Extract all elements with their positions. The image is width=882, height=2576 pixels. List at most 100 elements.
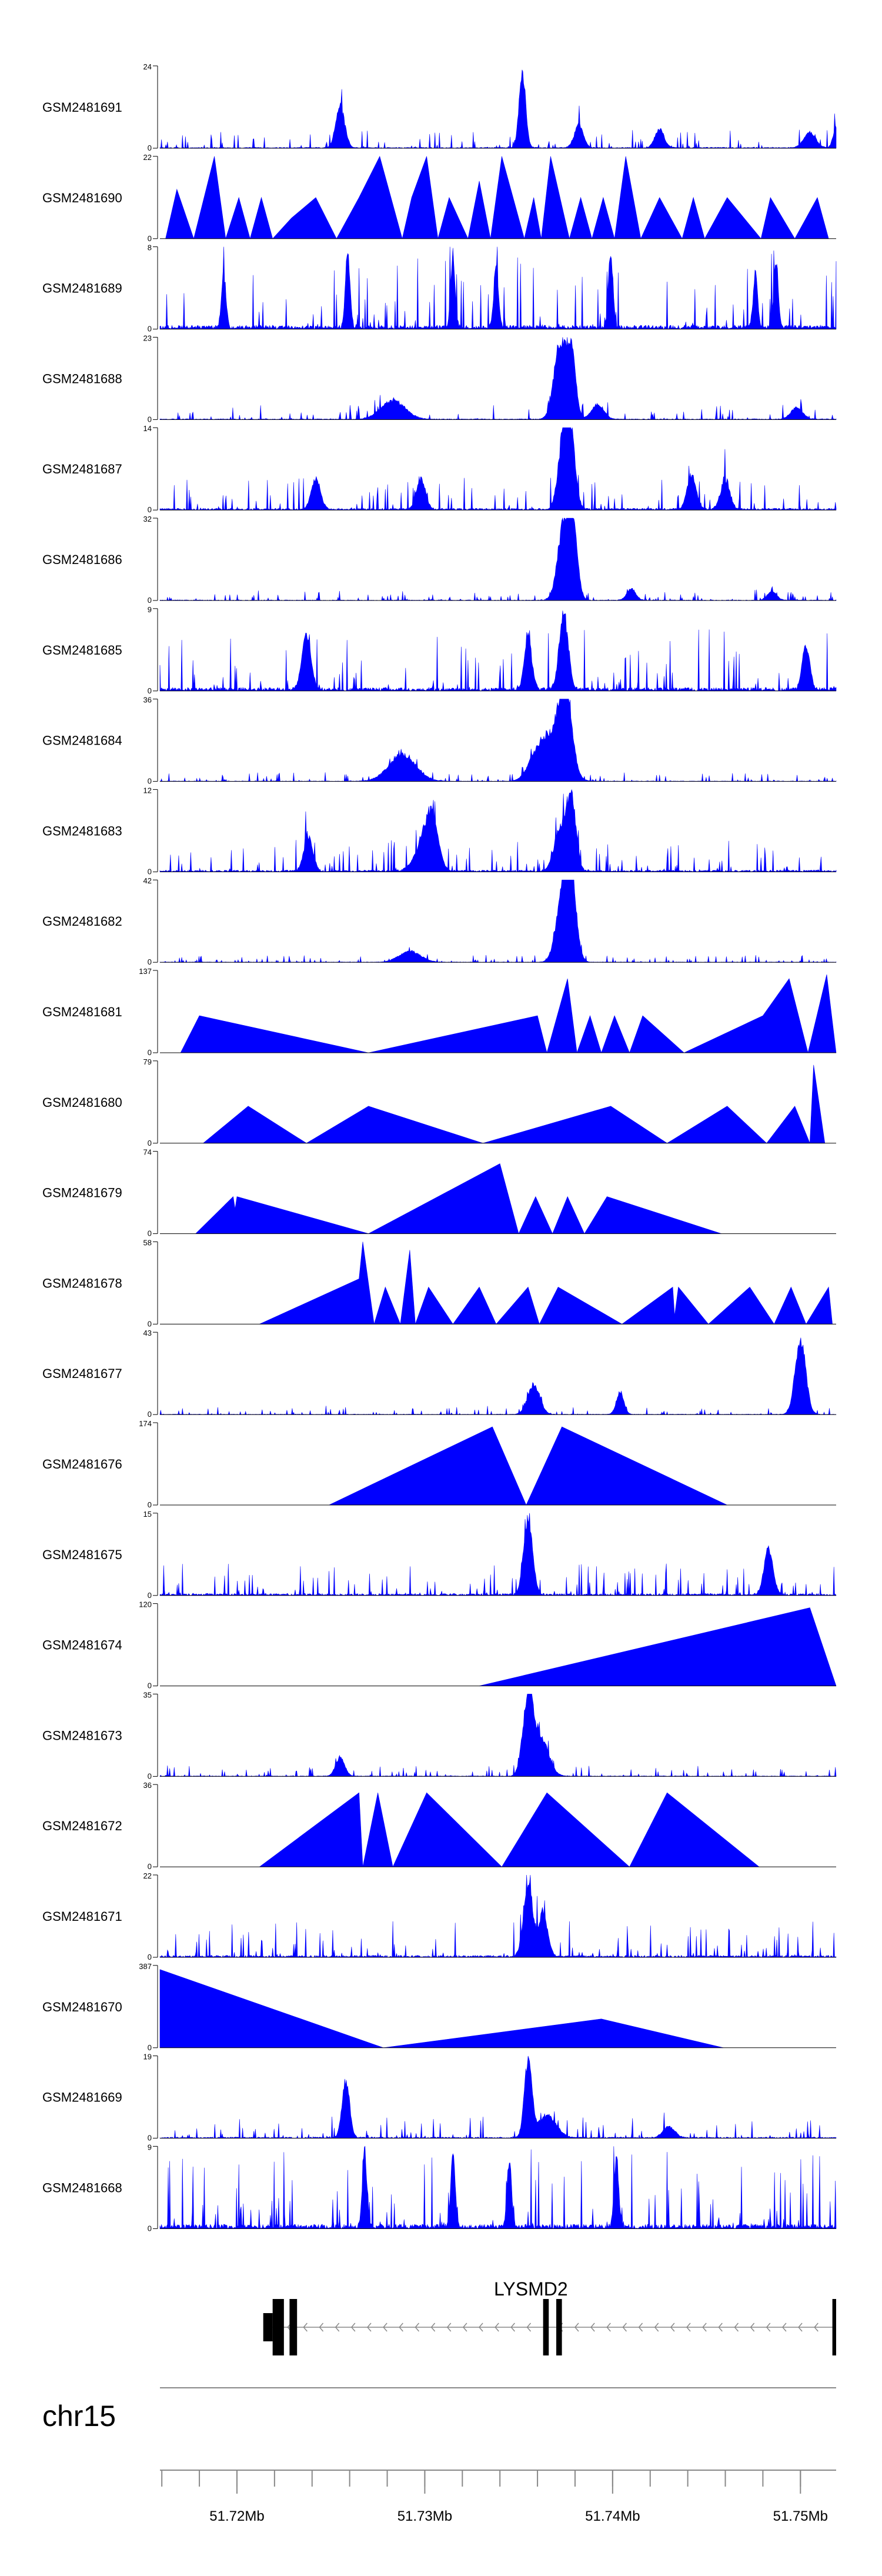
y-axis-max-label: 79 <box>143 1057 152 1066</box>
track-gsm2481668: GSM2481668 9 0 <box>42 2143 837 2233</box>
y-axis-max-label: 137 <box>139 967 152 976</box>
strand-arrow <box>526 2323 532 2332</box>
track-label: GSM2481668 <box>42 2180 122 2195</box>
track-label: GSM2481679 <box>42 1186 122 1200</box>
y-axis-max-label: 9 <box>148 2143 152 2151</box>
y-axis-max-label: 14 <box>143 424 152 433</box>
y-axis-zero-label: 0 <box>148 1771 152 1780</box>
strand-arrow <box>462 2323 467 2332</box>
y-axis-max-label: 23 <box>143 333 152 342</box>
y-axis-max-label: 8 <box>148 243 152 252</box>
strand-arrow <box>638 2323 643 2332</box>
track-label: GSM2481671 <box>42 1909 122 1924</box>
track-gsm2481684: GSM2481684 36 0 <box>42 696 837 786</box>
track-label: GSM2481681 <box>42 1005 122 1019</box>
strand-arrow <box>574 2323 579 2332</box>
track-label: GSM2481690 <box>42 191 122 205</box>
track-label: GSM2481685 <box>42 643 122 658</box>
y-axis-zero-label: 0 <box>148 1229 152 1238</box>
strand-arrow <box>446 2323 452 2332</box>
track-gsm2481680: GSM2481680 79 0 <box>42 1057 836 1147</box>
track-label: GSM2481688 <box>42 371 122 386</box>
track-gsm2481683: GSM2481683 12 0 <box>42 786 837 876</box>
strand-arrow <box>479 2323 483 2332</box>
track-gsm2481688: GSM2481688 23 0 <box>42 333 837 423</box>
track-label: GSM2481678 <box>42 1276 122 1290</box>
coverage-area <box>159 337 837 420</box>
axis-tick-label: 51.73Mb <box>397 2508 452 2524</box>
y-axis-max-label: 36 <box>143 1781 152 1790</box>
coverage-area <box>165 155 829 239</box>
y-axis-max-label: 22 <box>143 153 152 162</box>
strand-arrow <box>510 2323 515 2332</box>
y-axis-zero-label: 0 <box>148 957 152 966</box>
strand-arrow <box>350 2323 356 2332</box>
y-axis-zero-label: 0 <box>148 1500 152 1509</box>
y-axis-max-label: 12 <box>143 786 152 795</box>
y-axis-zero-label: 0 <box>148 867 152 876</box>
track-gsm2481669: GSM2481669 19 0 <box>42 2053 837 2143</box>
y-axis-max-label: 58 <box>143 1238 152 1247</box>
strand-arrow <box>606 2323 611 2332</box>
track-gsm2481679: GSM2481679 74 0 <box>42 1148 836 1238</box>
exon-block <box>272 2299 284 2355</box>
y-axis-zero-label: 0 <box>148 2134 152 2143</box>
y-axis-zero-label: 0 <box>148 234 152 243</box>
exon-block <box>832 2299 836 2355</box>
utr-block <box>263 2313 273 2341</box>
gene-label: LYSMD2 <box>494 2278 568 2300</box>
coverage-area <box>259 1792 760 1868</box>
track-gsm2481672: GSM2481672 36 0 <box>42 1781 836 1871</box>
strand-arrow <box>415 2323 420 2332</box>
strand-arrow <box>766 2323 771 2332</box>
strand-arrow <box>495 2323 499 2332</box>
y-axis-zero-label: 0 <box>148 1591 152 1600</box>
y-axis-max-label: 43 <box>143 1329 152 1337</box>
strand-arrow <box>686 2323 691 2332</box>
strand-arrow <box>590 2323 595 2332</box>
coverage-area <box>159 1874 837 1958</box>
chromosome-label: chr15 <box>42 2400 116 2432</box>
y-axis-zero-label: 0 <box>148 1681 152 1690</box>
coverage-area <box>202 1065 826 1144</box>
y-axis-zero-label: 0 <box>148 596 152 605</box>
strand-arrow <box>303 2323 308 2332</box>
track-label: GSM2481687 <box>42 462 122 476</box>
coverage-area <box>159 1513 837 1596</box>
track-label: GSM2481669 <box>42 2090 122 2105</box>
track-gsm2481682: GSM2481682 42 0 <box>42 876 837 966</box>
track-label: GSM2481674 <box>42 1638 122 1653</box>
track-gsm2481678: GSM2481678 58 0 <box>42 1238 836 1328</box>
strand-arrow <box>654 2323 659 2332</box>
y-axis-max-label: 74 <box>143 1148 152 1157</box>
track-gsm2481685: GSM2481685 9 0 <box>42 605 837 695</box>
strand-arrow <box>781 2323 787 2332</box>
track-gsm2481673: GSM2481673 35 0 <box>42 1690 837 1780</box>
strand-arrow <box>319 2323 324 2332</box>
track-label: GSM2481675 <box>42 1547 122 1562</box>
track-label: GSM2481684 <box>42 733 122 748</box>
genome-axis-track: chr15 51.72Mb 51.73Mb 51.74Mb 51.75Mb <box>42 2387 836 2524</box>
y-axis-zero-label: 0 <box>148 1862 152 1871</box>
y-axis-zero-label: 0 <box>148 1139 152 1147</box>
y-axis-zero-label: 0 <box>148 325 152 333</box>
track-gsm2481677: GSM2481677 43 0 <box>42 1329 837 1419</box>
y-axis-zero-label: 0 <box>148 777 152 786</box>
coverage-area <box>195 1163 722 1234</box>
track-gsm2481670: GSM2481670 387 0 <box>42 1962 836 2052</box>
y-axis-zero-label: 0 <box>148 144 152 152</box>
y-axis-max-label: 24 <box>143 62 152 71</box>
track-label: GSM2481677 <box>42 1366 122 1381</box>
y-axis-zero-label: 0 <box>148 1410 152 1419</box>
track-gsm2481671: GSM2481671 22 0 <box>42 1871 837 1961</box>
y-axis-zero-label: 0 <box>148 505 152 514</box>
exon-block <box>543 2299 549 2355</box>
y-axis-max-label: 22 <box>143 1871 152 1880</box>
y-axis-zero-label: 0 <box>148 686 152 695</box>
y-axis-max-label: 174 <box>139 1419 152 1428</box>
strand-arrow <box>750 2323 755 2332</box>
track-gsm2481676: GSM2481676 174 0 <box>42 1419 836 1509</box>
y-axis-max-label: 9 <box>148 605 152 614</box>
